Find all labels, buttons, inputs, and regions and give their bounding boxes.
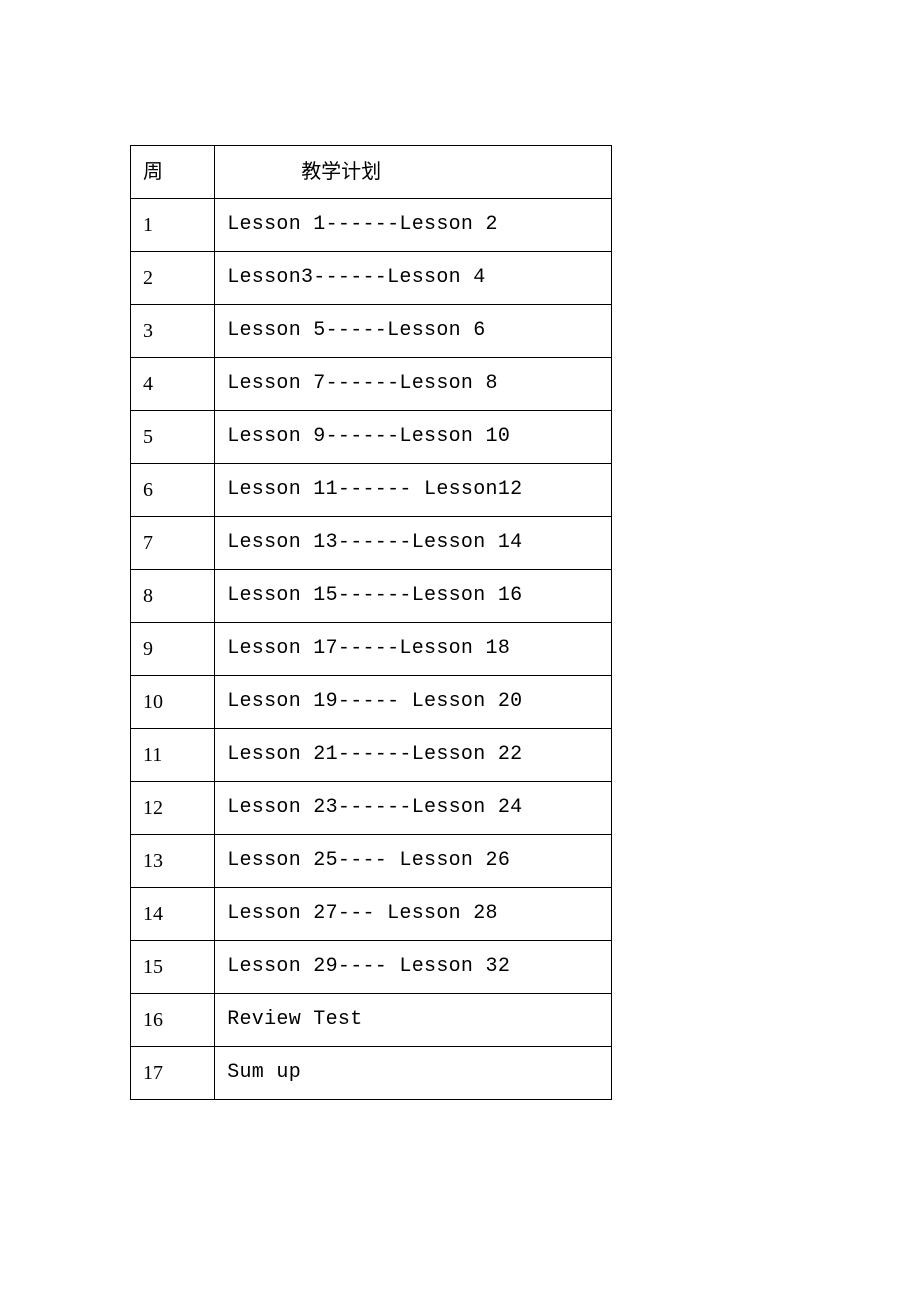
cell-plan: Lesson 29---- Lesson 32: [215, 941, 612, 994]
cell-plan: Lesson 27--- Lesson 28: [215, 888, 612, 941]
cell-week: 8: [131, 570, 215, 623]
table-row: 13 Lesson 25---- Lesson 26: [131, 835, 612, 888]
cell-plan: Lesson 21------Lesson 22: [215, 729, 612, 782]
cell-plan: Lesson 17-----Lesson 18: [215, 623, 612, 676]
cell-week: 12: [131, 782, 215, 835]
cell-plan: Lesson 5-----Lesson 6: [215, 305, 612, 358]
table-row: 9 Lesson 17-----Lesson 18: [131, 623, 612, 676]
cell-plan: Lesson 15------Lesson 16: [215, 570, 612, 623]
cell-week: 1: [131, 199, 215, 252]
cell-plan: Sum up: [215, 1047, 612, 1100]
table-row: 7 Lesson 13------Lesson 14: [131, 517, 612, 570]
table-row: 5 Lesson 9------Lesson 10: [131, 411, 612, 464]
cell-week: 5: [131, 411, 215, 464]
cell-week: 3: [131, 305, 215, 358]
table-row: 11 Lesson 21------Lesson 22: [131, 729, 612, 782]
table-row: 1 Lesson 1------Lesson 2: [131, 199, 612, 252]
cell-plan: Lesson 13------Lesson 14: [215, 517, 612, 570]
table-header-row: 周 教学计划: [131, 146, 612, 199]
cell-plan: Lesson 7------Lesson 8: [215, 358, 612, 411]
cell-plan: Lesson 25---- Lesson 26: [215, 835, 612, 888]
cell-week: 2: [131, 252, 215, 305]
table-row: 15 Lesson 29---- Lesson 32: [131, 941, 612, 994]
cell-week: 15: [131, 941, 215, 994]
cell-week: 7: [131, 517, 215, 570]
cell-week: 17: [131, 1047, 215, 1100]
table-row: 3 Lesson 5-----Lesson 6: [131, 305, 612, 358]
document-page: 周 教学计划 1 Lesson 1------Lesson 2 2 Lesson…: [0, 0, 920, 1100]
table-row: 16 Review Test: [131, 994, 612, 1047]
table-row: 12 Lesson 23------Lesson 24: [131, 782, 612, 835]
schedule-table: 周 教学计划 1 Lesson 1------Lesson 2 2 Lesson…: [130, 145, 612, 1100]
header-plan: 教学计划: [215, 146, 612, 199]
cell-week: 16: [131, 994, 215, 1047]
table-row: 10 Lesson 19----- Lesson 20: [131, 676, 612, 729]
table-row: 2 Lesson3------Lesson 4: [131, 252, 612, 305]
cell-week: 13: [131, 835, 215, 888]
cell-week: 11: [131, 729, 215, 782]
cell-plan: Lesson 11------ Lesson12: [215, 464, 612, 517]
table-row: 14 Lesson 27--- Lesson 28: [131, 888, 612, 941]
cell-plan: Review Test: [215, 994, 612, 1047]
table-row: 6 Lesson 11------ Lesson12: [131, 464, 612, 517]
table-row: 17 Sum up: [131, 1047, 612, 1100]
cell-week: 6: [131, 464, 215, 517]
table-row: 8 Lesson 15------Lesson 16: [131, 570, 612, 623]
table-row: 4 Lesson 7------Lesson 8: [131, 358, 612, 411]
cell-plan: Lesson 23------Lesson 24: [215, 782, 612, 835]
cell-week: 10: [131, 676, 215, 729]
cell-week: 4: [131, 358, 215, 411]
header-week: 周: [131, 146, 215, 199]
cell-plan: Lesson 1------Lesson 2: [215, 199, 612, 252]
cell-plan: Lesson 9------Lesson 10: [215, 411, 612, 464]
cell-plan: Lesson3------Lesson 4: [215, 252, 612, 305]
cell-plan: Lesson 19----- Lesson 20: [215, 676, 612, 729]
cell-week: 14: [131, 888, 215, 941]
cell-week: 9: [131, 623, 215, 676]
